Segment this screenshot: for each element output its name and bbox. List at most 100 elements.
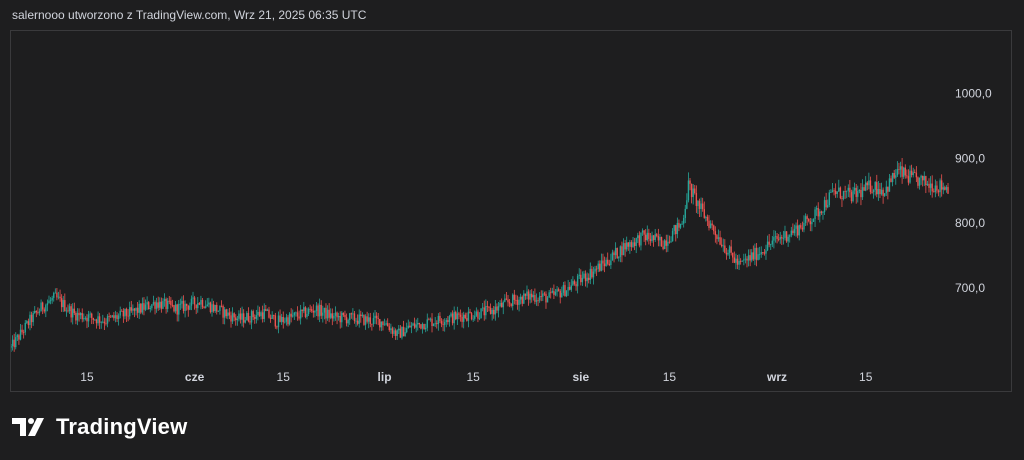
candle-body <box>559 290 561 298</box>
candle-body <box>578 274 580 276</box>
candle-body <box>320 304 322 316</box>
candle-body <box>288 313 291 325</box>
candle-body <box>141 303 144 313</box>
candle-body <box>550 292 552 294</box>
candle-body <box>564 285 566 297</box>
candle-body <box>428 319 430 321</box>
candle-body <box>168 300 170 302</box>
candle-body <box>241 313 243 320</box>
candle-body <box>510 303 512 306</box>
candle-body <box>84 317 87 319</box>
candle-body <box>377 318 379 320</box>
candle-body <box>440 321 443 324</box>
candle-body <box>800 225 802 228</box>
candle-body <box>285 317 288 322</box>
candle-body <box>22 332 25 334</box>
candle-body <box>825 200 827 208</box>
candle-body <box>383 324 386 326</box>
candle-body <box>361 314 364 317</box>
candle-body <box>846 190 848 192</box>
candle-body <box>282 316 284 323</box>
candle-body <box>230 315 232 322</box>
candle-body <box>651 235 653 242</box>
candle-body <box>86 317 88 322</box>
candle-body <box>828 192 830 206</box>
candle-body <box>336 312 338 318</box>
candle-body <box>915 172 918 178</box>
candle-body <box>173 305 175 312</box>
candle-body <box>413 323 416 328</box>
candle-body <box>209 302 212 313</box>
candle-body <box>178 304 180 315</box>
candle-body <box>266 309 269 311</box>
candle-body <box>815 208 818 210</box>
candle-body <box>542 293 544 297</box>
candle-body <box>160 301 163 309</box>
candle-body <box>659 237 661 241</box>
candle-body <box>24 322 26 333</box>
price-chart[interactable]: 700,0 800,0 900,0 1000,0 15 cze 15 lip 15 sie 15 w… <box>11 31 1011 391</box>
candle-body <box>798 225 800 236</box>
candle-body <box>315 305 318 312</box>
candle-body <box>629 242 631 247</box>
candle-body <box>507 299 509 303</box>
candle-body <box>690 183 693 198</box>
candle-body <box>611 252 614 261</box>
candle-body <box>779 237 781 240</box>
candle-body <box>562 285 565 293</box>
candle-body <box>806 216 808 219</box>
candle-body <box>926 183 929 186</box>
tradingview-brand[interactable]: TradingView <box>12 414 187 440</box>
candle-body <box>27 321 30 326</box>
candle-body <box>254 317 256 319</box>
candle-body <box>662 246 664 250</box>
candle-body <box>827 205 829 208</box>
candle-body <box>557 289 560 291</box>
candle-body <box>404 332 406 337</box>
candle-body <box>529 293 531 300</box>
candle-body <box>671 230 674 242</box>
candle-body <box>646 232 648 241</box>
candle-body <box>258 311 261 317</box>
time-tick-label: sie <box>572 370 589 384</box>
candle-body <box>478 318 481 320</box>
candle-body <box>644 234 647 241</box>
candle-body <box>944 187 946 190</box>
candle-body <box>640 232 642 246</box>
candle-body <box>81 313 83 320</box>
candle-body <box>78 312 80 316</box>
candle-body <box>11 345 12 348</box>
candle-body <box>228 312 231 316</box>
candle-body <box>317 305 319 317</box>
candle-body <box>352 313 354 315</box>
candle-body <box>519 296 522 300</box>
candle-body <box>431 318 433 327</box>
candle-body <box>98 316 101 323</box>
candle-body <box>453 311 455 324</box>
chart-frame[interactable]: 700,0 800,0 900,0 1000,0 15 cze 15 lip 15 sie 15 w… <box>10 30 1012 392</box>
candle-body <box>184 303 186 312</box>
candle-body <box>499 302 501 307</box>
candle-body <box>364 316 367 325</box>
candle-body <box>554 291 557 295</box>
candle-body <box>790 230 793 236</box>
candle-body <box>648 232 650 239</box>
candle-body <box>942 187 944 190</box>
candle-body <box>853 187 856 191</box>
time-axis[interactable]: 15 cze 15 lip 15 sie 15 wrz 15 <box>80 370 872 384</box>
candle-body <box>119 310 121 316</box>
candle-body <box>701 203 704 210</box>
candle-body <box>434 323 436 324</box>
candle-body <box>89 313 91 315</box>
candle-body <box>247 313 250 322</box>
candle-body <box>673 225 675 231</box>
candle-body <box>311 309 313 311</box>
candle-body <box>412 323 414 326</box>
candle-body <box>488 306 490 308</box>
candle-body <box>834 190 837 195</box>
candle-body <box>105 323 107 325</box>
candle-body <box>540 296 542 297</box>
price-axis[interactable]: 700,0 800,0 900,0 1000,0 <box>955 86 992 295</box>
candle-body <box>409 325 411 328</box>
candle-body <box>895 175 897 178</box>
